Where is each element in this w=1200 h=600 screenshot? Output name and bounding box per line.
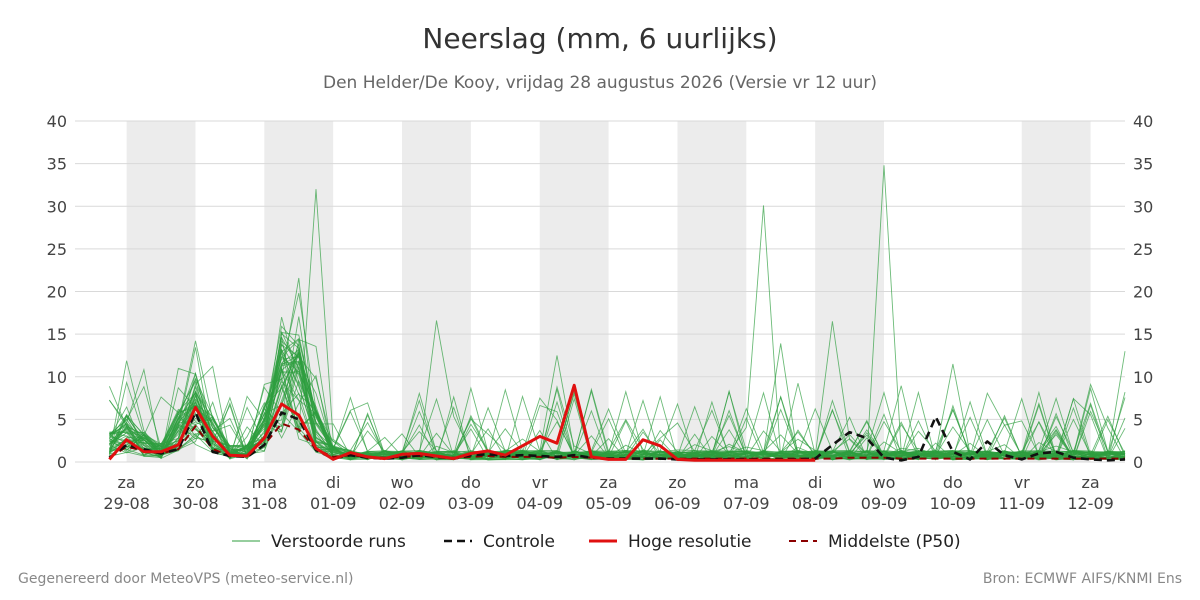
x-tick-day: do [943,473,963,492]
x-tick-date: 02-09 [379,494,426,513]
control-line [108,411,1126,462]
x-tick-date: 09-09 [861,494,908,513]
generated-by-note: Gegenereerd door MeteoVPS (meteo-service… [18,571,354,587]
x-tick-date: 01-09 [310,494,357,513]
x-tick-day: ma [252,473,277,492]
legend-label-ensemble: Verstoorde runs [271,532,406,552]
ensemble-run-line [109,374,1126,461]
y-tick-label: 0 [1133,453,1143,472]
x-tick-day: vr [532,473,548,492]
y-tick-label: 0 [57,453,67,472]
y-tick-label: 25 [47,240,67,259]
y-tick-label: 10 [1133,368,1153,387]
y-tick-label: 25 [1133,240,1153,259]
x-tick-day: za [118,473,136,492]
x-tick-date: 03-09 [448,494,495,513]
median-p50-line [108,422,1125,460]
y-tick-label: 20 [47,283,67,302]
y-tick-label: 40 [1133,112,1153,131]
y-tick-label: 10 [47,368,67,387]
y-tick-label: 15 [1133,325,1153,344]
x-tick-day: wo [873,473,896,492]
y-tick-label: 5 [57,410,67,429]
x-tick-date: 12-09 [1067,494,1114,513]
x-tick-date: 29-08 [103,494,150,513]
legend-label-control: Controle [483,532,555,552]
x-tick-day: vr [1014,473,1030,492]
x-tick-date: 05-09 [585,494,632,513]
x-tick-day: zo [668,473,686,492]
legend: Verstoorde runs Controle Hoge resolutie Mid… [232,532,961,552]
x-tick-day: di [326,473,341,492]
y-tick-label: 20 [1133,283,1153,302]
x-tick-day: zo [186,473,204,492]
x-tick-date: 08-09 [792,494,839,513]
x-tick-date: 04-09 [517,494,564,513]
y-tick-label: 35 [47,155,67,174]
y-tick-label: 30 [1133,197,1153,216]
x-tick-day: ma [734,473,759,492]
y-tick-label: 40 [47,112,67,131]
y-axis-left: 0 5 10 15 20 25 30 35 40 [47,112,67,472]
y-tick-label: 30 [47,197,67,216]
legend-label-highres: Hoge resolutie [628,532,752,552]
y-tick-label: 5 [1133,410,1143,429]
x-tick-date: 10-09 [930,494,977,513]
legend-label-median: Middelste (P50) [828,532,961,552]
x-tick-date: 30-08 [172,494,219,513]
x-tick-day: za [600,473,618,492]
x-tick-date: 06-09 [654,494,701,513]
main-series [108,383,1126,462]
grid-lines [75,120,1125,463]
x-tick-day: di [808,473,823,492]
high-resolution-line [108,383,816,462]
y-axis-right: 0 5 10 15 20 25 30 35 40 [1133,112,1153,472]
ensemble-runs [108,165,1126,462]
x-tick-date: 31-08 [241,494,288,513]
x-tick-day: za [1081,473,1099,492]
x-tick-day: wo [391,473,414,492]
y-tick-label: 15 [47,325,67,344]
y-tick-label: 35 [1133,155,1153,174]
chart-subtitle: Den Helder/De Kooy, vrijdag 28 augustus … [323,73,877,93]
source-note: Bron: ECMWF AIFS/KNMI Ens [982,571,1182,587]
x-tick-day: do [461,473,481,492]
x-tick-date: 07-09 [723,494,770,513]
x-tick-date: 11-09 [998,494,1045,513]
chart-title: Neerslag (mm, 6 uurlijks) [422,22,778,55]
ensemble-run-line [109,205,1126,461]
ensemble-run-line [108,325,1126,461]
x-axis: za 29-08 zo 30-08 ma 31-08 di 01-09 wo 02-09 do 03-… [103,473,1113,513]
